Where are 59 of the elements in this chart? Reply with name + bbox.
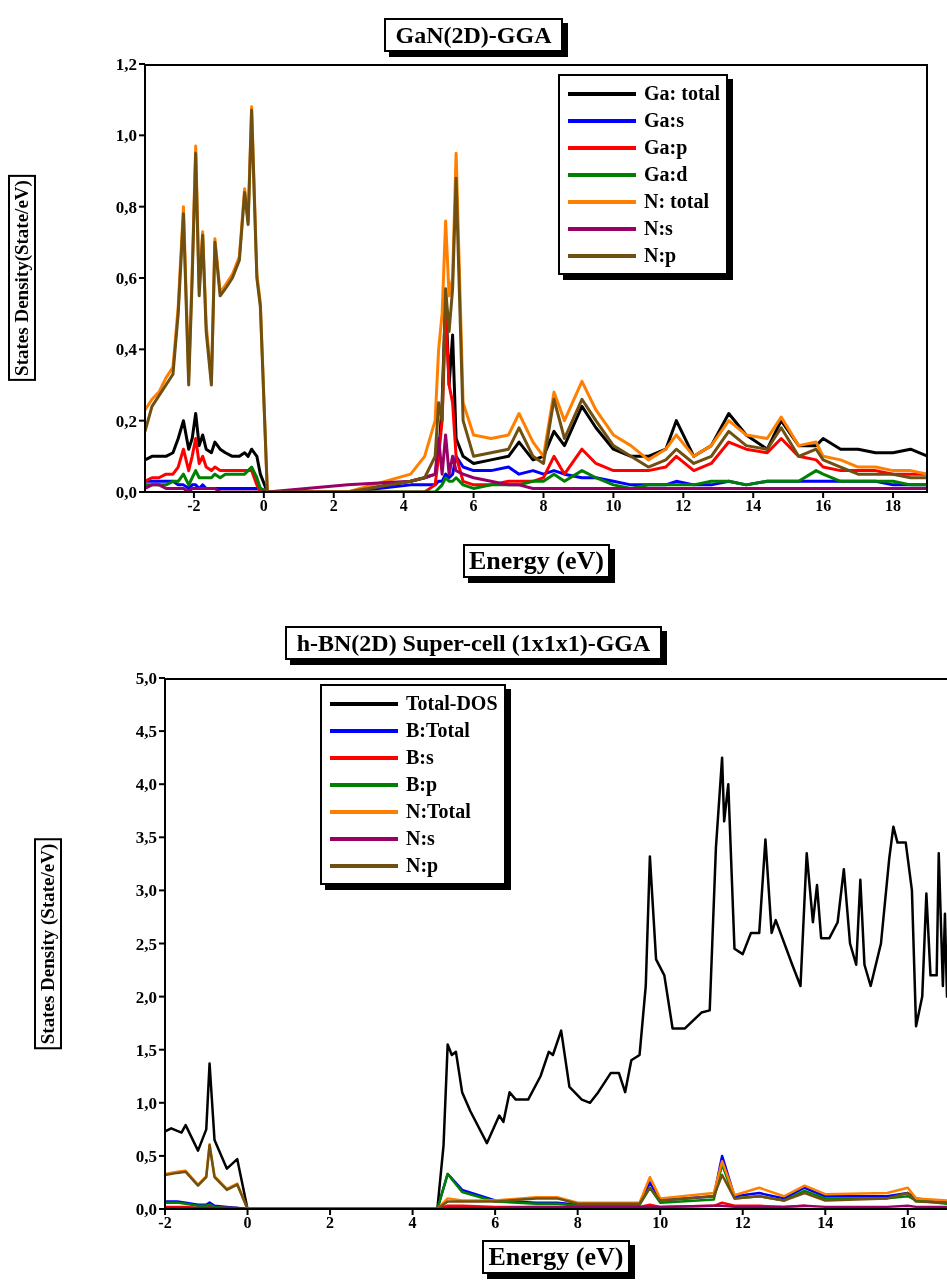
legend-label: Ga:p xyxy=(644,136,688,159)
legend-label: N:p xyxy=(406,854,439,877)
x-tick-label: 0 xyxy=(243,1214,252,1232)
y-tick-label: 3,0 xyxy=(135,881,157,901)
x-tick-label: 10 xyxy=(652,1214,669,1232)
legend-label: Ga: total xyxy=(644,82,721,105)
y-tick-label: 2,0 xyxy=(135,987,157,1007)
y-tick-label: 0,2 xyxy=(115,411,137,431)
x-tick-label: 16 xyxy=(899,1214,916,1232)
y-axis-title: States Density (State/eV) xyxy=(34,838,62,1049)
x-tick-label: -2 xyxy=(187,497,201,515)
x-tick-label: 2 xyxy=(326,1214,335,1232)
x-tick-label: 8 xyxy=(573,1214,582,1232)
x-tick-label: 6 xyxy=(469,497,478,515)
x-tick-label: 14 xyxy=(817,1214,834,1232)
legend-label: N:p xyxy=(644,244,677,267)
x-axis-title: Energy (eV) xyxy=(462,544,610,578)
y-axis-title: States Density(State/eV) xyxy=(8,175,36,381)
y-tick-label: 0,0 xyxy=(115,483,137,503)
x-tick-label: 0 xyxy=(259,497,268,515)
x-tick-label: 16 xyxy=(815,497,832,515)
x-tick-label: -2 xyxy=(158,1214,172,1232)
chart-title: GaN(2D)-GGA xyxy=(383,18,564,52)
x-tick-label: 18 xyxy=(885,497,902,515)
x-tick-label: 12 xyxy=(734,1214,751,1232)
x-tick-label: 8 xyxy=(539,497,548,515)
legend-label: Ga:d xyxy=(644,163,688,186)
x-tick-label: 2 xyxy=(329,497,338,515)
y-tick-label: 1,5 xyxy=(135,1040,157,1060)
legend-label: N: total xyxy=(644,190,709,213)
legend-label: B:s xyxy=(406,746,434,769)
x-tick-label: 4 xyxy=(408,1214,417,1232)
chart-title: h-BN(2D) Super-cell (1x1x1)-GGA xyxy=(284,626,663,660)
x-tick-label: 14 xyxy=(745,497,762,515)
legend-label: N:s xyxy=(406,827,435,850)
legend-label: B:p xyxy=(406,773,438,796)
x-tick-label: 10 xyxy=(605,497,622,515)
y-tick-label: 5,0 xyxy=(135,669,157,689)
x-tick-label: 4 xyxy=(399,497,408,515)
y-tick-label: 0,6 xyxy=(115,269,137,289)
x-axis-title: Energy (eV) xyxy=(482,1240,630,1274)
legend-label: Total-DOS xyxy=(406,692,498,715)
x-tick-label: 12 xyxy=(675,497,692,515)
y-tick-label: 1,2 xyxy=(115,55,137,75)
y-tick-label: 1,0 xyxy=(115,126,137,146)
legend-label: N:s xyxy=(644,217,673,240)
y-tick-label: 4,0 xyxy=(135,775,157,795)
y-tick-label: 1,0 xyxy=(135,1093,157,1113)
y-tick-label: 0,4 xyxy=(115,340,138,360)
y-tick-label: 2,5 xyxy=(135,934,157,954)
legend-label: N:Total xyxy=(406,800,471,823)
y-tick-label: 3,5 xyxy=(135,828,157,848)
legend-label: Ga:s xyxy=(644,109,684,132)
y-tick-label: 4,5 xyxy=(135,722,157,742)
legend-label: B:Total xyxy=(406,719,470,742)
y-tick-label: 0,0 xyxy=(135,1200,157,1220)
y-tick-label: 0,8 xyxy=(115,197,137,217)
y-tick-label: 0,5 xyxy=(135,1146,157,1166)
x-tick-label: 6 xyxy=(491,1214,500,1232)
